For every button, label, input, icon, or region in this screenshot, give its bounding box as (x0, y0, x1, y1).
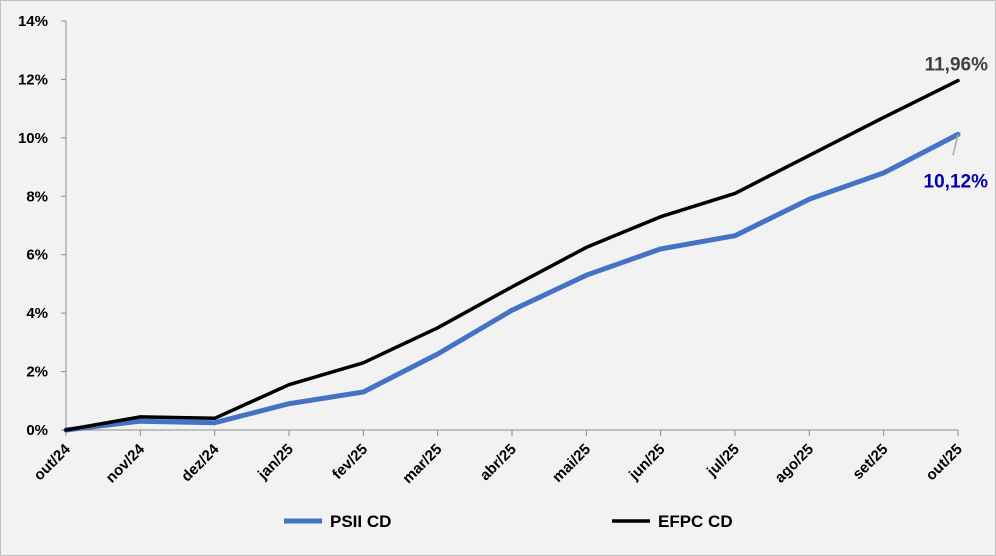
x-tick-label: out/24 (31, 440, 75, 484)
leader-line-psii (952, 134, 959, 156)
end-label-efpc: 11,96% (925, 55, 988, 76)
y-tick-label: 2% (26, 364, 48, 381)
y-tick-label: 12% (18, 71, 48, 88)
x-tick-label: set/25 (849, 441, 891, 483)
y-tick-label: 0% (26, 422, 48, 439)
y-tick-label: 4% (26, 305, 48, 322)
x-tick-label: jun/25 (625, 441, 668, 484)
series-line-efpc-cd (64, 78, 960, 432)
x-tick-label: fev/25 (329, 441, 371, 483)
series-lines (63, 78, 961, 433)
x-tick-label: jan/25 (254, 441, 297, 484)
x-tick-label: out/25 (923, 441, 966, 484)
x-tick-label: mar/25 (399, 441, 445, 487)
y-tick-label: 8% (26, 188, 48, 205)
legend: PSII CD EFPC CD (284, 512, 733, 531)
x-tick-label: ago/25 (772, 441, 818, 487)
x-tick-label: nov/24 (103, 440, 149, 486)
end-label-psii: 10,12% (924, 171, 989, 192)
x-tick-label: jul/25 (703, 441, 743, 481)
legend-label: PSII CD (330, 512, 391, 531)
x-tick-label: dez/24 (178, 440, 223, 485)
x-tick-label: mai/25 (549, 441, 594, 486)
y-tick-label: 10% (18, 130, 48, 147)
series-line-psii-cd (63, 131, 961, 433)
y-tick-label: 14% (18, 13, 48, 30)
x-tick-label: abr/25 (477, 441, 520, 484)
axes (61, 20, 959, 436)
y-tick-label: 6% (26, 247, 48, 264)
legend-label: EFPC CD (658, 512, 733, 531)
end-labels: 11,96% 10,12% (924, 55, 989, 193)
